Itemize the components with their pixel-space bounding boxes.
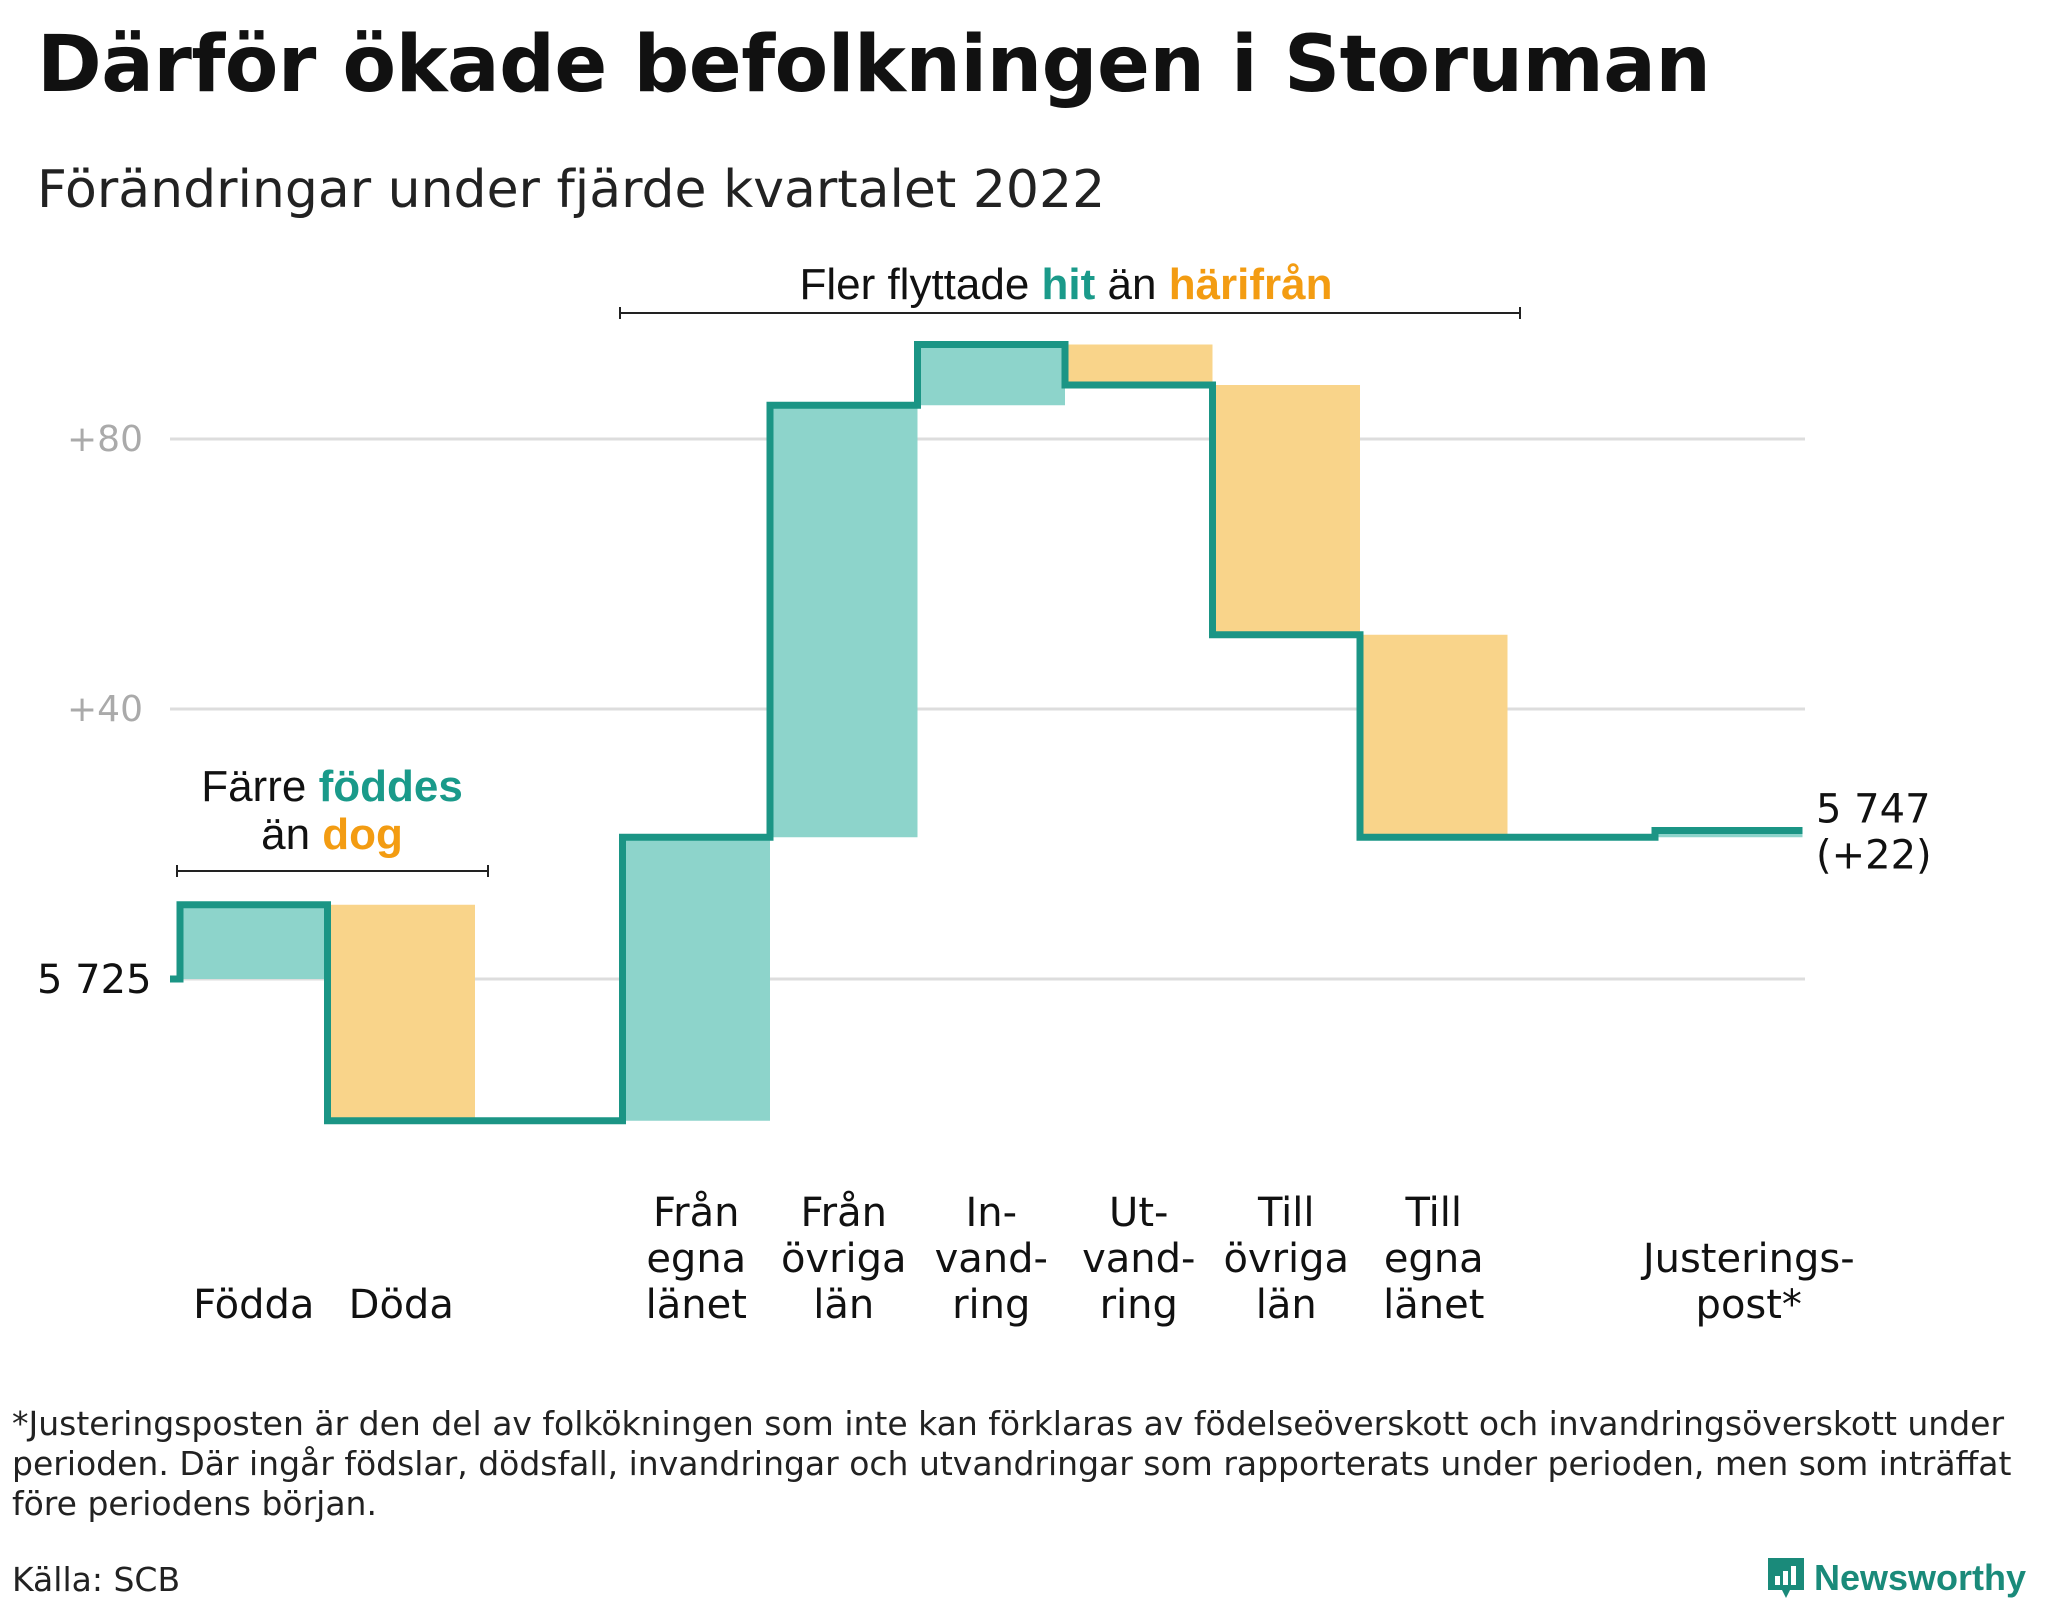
start-value-label: 5 725: [37, 957, 152, 1003]
category-label-8-2: länet: [1383, 1282, 1484, 1328]
category-label-6-1: vand-: [1082, 1236, 1195, 1282]
annotation-births-deaths-line2: än dog: [261, 810, 403, 859]
category-label-6-2: ring: [1100, 1282, 1178, 1328]
bar-1: [327, 904, 475, 1121]
bar-5: [917, 344, 1065, 406]
annotation-migration: Fler flyttade hit än härifrån: [799, 260, 1332, 309]
cumulative-step-line: [170, 341, 1803, 1125]
category-label-4-1: övriga: [781, 1236, 907, 1282]
bar-3: [622, 837, 770, 1121]
chart-title: Därför ökade befolkningen i Storuman: [37, 20, 1711, 110]
category-label-7-2: län: [1256, 1282, 1317, 1328]
annotation-migration-part-2: än: [1095, 260, 1168, 309]
source-label: Källa: SCB: [12, 1560, 181, 1599]
category-label-3-2: länet: [646, 1282, 747, 1328]
bar-7: [1212, 385, 1360, 635]
bar-6: [1065, 344, 1213, 385]
bar-4: [770, 405, 918, 838]
category-label-5-1: vand-: [935, 1236, 1048, 1282]
annotation-births-deaths-line2-part-1: dog: [322, 810, 403, 859]
category-label-0-0: Födda: [193, 1282, 314, 1328]
annotation-births-deaths-line2-part-0: än: [261, 810, 322, 859]
category-label-6-0: Ut-: [1109, 1190, 1168, 1236]
chart-subtitle: Förändringar under fjärde kvartalet 2022: [37, 160, 1106, 220]
category-label-10-0: Justerings-: [1640, 1236, 1855, 1282]
footnote: *Justeringsposten är den del av folkökni…: [12, 1404, 2012, 1523]
category-label-3-1: egna: [646, 1236, 746, 1282]
brand-logo: Newsworthy: [1766, 1556, 2026, 1600]
category-label-5-2: ring: [952, 1282, 1030, 1328]
annotation-births-deaths-line1-part-1: föddes: [319, 762, 463, 811]
category-label-4-0: Från: [801, 1190, 887, 1236]
bar-0: [180, 904, 328, 979]
brand-name: Newsworthy: [1813, 1557, 2026, 1598]
newsworthy-logo-icon: [1767, 1558, 1804, 1598]
annotation-migration-part-0: Fler flyttade: [799, 260, 1041, 309]
category-label-7-1: övriga: [1223, 1236, 1349, 1282]
category-label-10-1: post*: [1696, 1282, 1802, 1328]
annotation-births-deaths-line1: Färre föddes: [201, 762, 463, 811]
annotation-migration-part-1: hit: [1042, 260, 1096, 309]
category-label-4-2: län: [813, 1282, 874, 1328]
annotation-births-deaths-line1-part-0: Färre: [201, 762, 318, 811]
y-tick-label-1: +40: [67, 689, 143, 730]
category-label-8-0: Till: [1404, 1190, 1462, 1236]
category-label-7-0: Till: [1257, 1190, 1315, 1236]
annotation-migration-part-3: härifrån: [1169, 260, 1333, 309]
category-label-3-0: Från: [653, 1190, 739, 1236]
end-value-label: 5 747: [1816, 787, 1931, 833]
end-change-label: (+22): [1816, 833, 1932, 879]
category-label-5-0: In-: [965, 1190, 1017, 1236]
y-tick-label-0: +80: [67, 419, 143, 460]
bar-8: [1360, 634, 1508, 838]
category-label-8-1: egna: [1384, 1236, 1484, 1282]
category-label-1-0: Döda: [349, 1282, 454, 1328]
